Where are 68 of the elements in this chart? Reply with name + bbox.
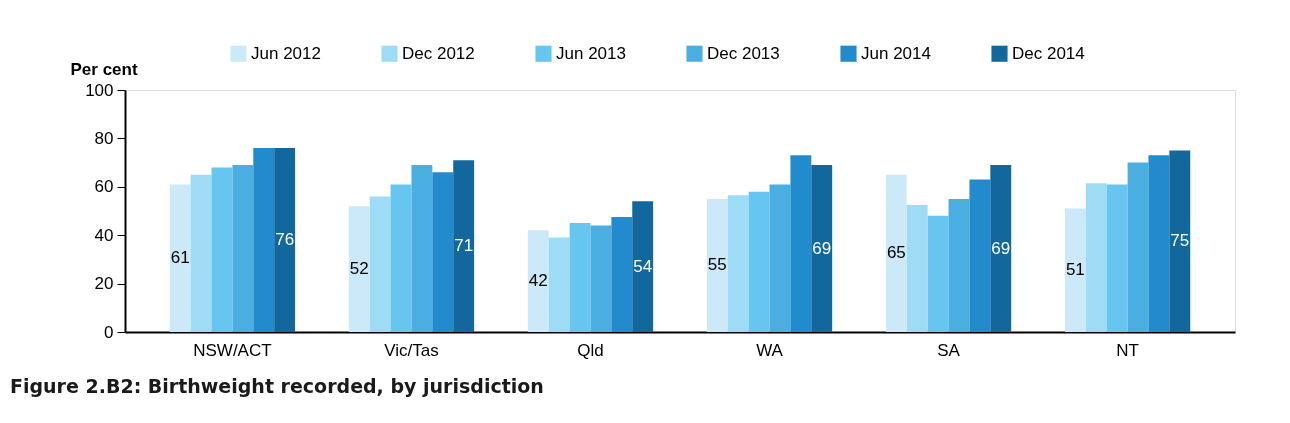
bar [190, 174, 212, 332]
data-label: 42 [528, 271, 548, 291]
x-tick-label: Qld [577, 340, 604, 360]
bar [274, 148, 296, 332]
x-tick-label: SA [937, 340, 961, 360]
legend-label: Jun 2012 [251, 43, 321, 63]
bar [790, 155, 812, 332]
bar [948, 198, 970, 332]
y-tick-label: 60 [94, 177, 114, 197]
legend-label: Dec 2013 [707, 43, 780, 63]
bar [706, 198, 728, 332]
bar [548, 237, 570, 332]
bar [1148, 155, 1170, 332]
bar [169, 184, 191, 332]
bar [727, 195, 749, 332]
legend-label: Jun 2014 [861, 43, 931, 63]
data-label: 65 [886, 243, 906, 263]
data-label: 54 [633, 256, 653, 276]
y-axis-title: Per cent [70, 59, 138, 79]
bar [253, 148, 275, 332]
legend-label: Dec 2012 [402, 43, 475, 63]
y-tick-label: 0 [104, 322, 114, 342]
y-tick-label: 40 [94, 225, 114, 245]
x-tick-label: Vic/Tas [384, 340, 439, 360]
data-label: 76 [275, 230, 295, 250]
bar [906, 204, 928, 332]
bar [811, 165, 833, 332]
bar [369, 196, 391, 332]
x-tick-label: NSW/ACT [193, 340, 272, 360]
bar [990, 165, 1012, 332]
legend-label: Jun 2013 [556, 43, 626, 63]
bar [748, 191, 770, 332]
bar [390, 184, 412, 332]
bar [611, 217, 633, 332]
bar [1127, 162, 1149, 332]
data-label: 61 [170, 248, 190, 268]
bar [569, 223, 591, 332]
y-tick-label: 20 [94, 274, 114, 294]
bar [632, 201, 654, 332]
bar [769, 184, 791, 332]
bar [590, 225, 612, 332]
bar [1106, 184, 1128, 332]
text: Figure 2.B2: Birthweight recorded, by jurisdiction [10, 375, 544, 397]
bar [411, 165, 433, 332]
x-tick-label: NT [1116, 340, 1139, 360]
bar [1064, 208, 1086, 332]
y-tick-label: 80 [94, 128, 114, 148]
bar [432, 172, 454, 332]
bar [211, 167, 233, 332]
bar [969, 179, 991, 332]
bar [927, 215, 949, 332]
bar [348, 206, 370, 332]
data-label: 55 [707, 255, 727, 275]
bar [453, 160, 475, 332]
y-tick-label: 100 [85, 80, 114, 100]
bar [232, 165, 254, 332]
data-label: 71 [454, 236, 474, 256]
bar [1169, 150, 1191, 332]
bar [527, 230, 549, 332]
data-label: 51 [1065, 260, 1085, 280]
data-label: 69 [991, 238, 1011, 258]
data-label: 69 [812, 238, 832, 258]
x-tick-label: WA [756, 340, 784, 360]
data-label: 52 [349, 259, 369, 279]
bar [885, 174, 907, 332]
data-label: 75 [1170, 231, 1190, 251]
bar [1085, 183, 1107, 332]
legend-label: Dec 2014 [1012, 43, 1085, 63]
